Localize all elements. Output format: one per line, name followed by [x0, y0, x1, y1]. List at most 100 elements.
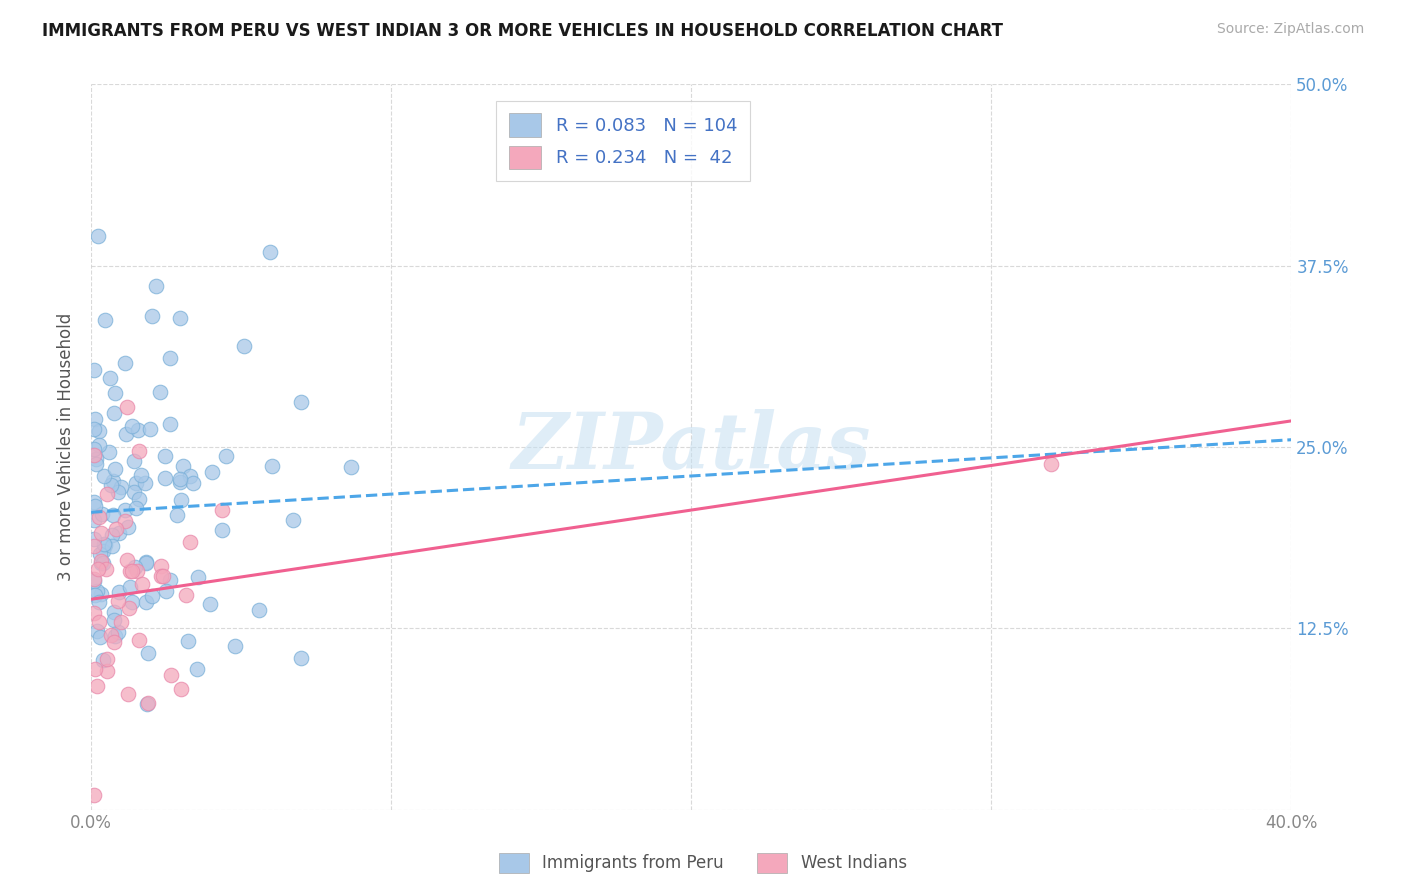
Point: [101, 539, 124, 553]
Point: [136, 697, 159, 711]
Point: [145, 279, 167, 293]
Point: [93, 469, 115, 483]
Point: [94, 538, 117, 552]
Point: [96, 487, 118, 501]
Point: [84, 499, 107, 513]
Point: [259, 244, 281, 259]
Point: [186, 662, 208, 676]
Point: [101, 528, 124, 542]
Text: Source: ZipAtlas.com: Source: ZipAtlas.com: [1216, 22, 1364, 37]
Point: [179, 469, 201, 483]
Point: [139, 422, 162, 436]
Point: [87, 562, 110, 576]
Point: [124, 501, 146, 516]
Point: [104, 386, 127, 401]
Point: [200, 597, 222, 611]
Point: [91, 508, 114, 522]
Text: IMMIGRANTS FROM PERU VS WEST INDIAN 3 OR MORE VEHICLES IN HOUSEHOLD CORRELATION : IMMIGRANTS FROM PERU VS WEST INDIAN 3 OR…: [42, 22, 1002, 40]
Point: [169, 475, 191, 489]
Point: [340, 460, 363, 475]
Point: [84, 457, 107, 471]
Point: [152, 568, 174, 582]
Point: [93, 313, 115, 327]
Point: [93, 537, 115, 551]
Point: [86, 584, 108, 599]
Point: [233, 339, 256, 353]
Point: [103, 406, 125, 420]
Point: [127, 423, 149, 437]
Point: [117, 687, 139, 701]
Point: [93, 556, 115, 570]
Point: [84, 452, 107, 467]
Legend: Immigrants from Peru, West Indians: Immigrants from Peru, West Indians: [492, 847, 914, 880]
Point: [87, 615, 110, 630]
Point: [83, 574, 105, 588]
Point: [166, 508, 188, 522]
Point: [115, 426, 138, 441]
Point: [91, 544, 114, 558]
Point: [108, 525, 131, 540]
Point: [1040, 458, 1063, 472]
Point: [150, 569, 173, 583]
Point: [103, 605, 125, 619]
Point: [83, 412, 105, 426]
Point: [118, 564, 141, 578]
Point: [122, 454, 145, 468]
Point: [87, 438, 110, 452]
Point: [103, 613, 125, 627]
Point: [101, 474, 124, 488]
Point: [128, 444, 150, 458]
Point: [290, 650, 312, 665]
Point: [181, 475, 204, 490]
Point: [290, 394, 312, 409]
Point: [104, 629, 127, 643]
Point: [169, 310, 191, 325]
Point: [136, 646, 159, 660]
Point: [215, 450, 238, 464]
Point: [104, 462, 127, 476]
Point: [83, 532, 105, 546]
Point: [110, 615, 132, 629]
Point: [128, 633, 150, 648]
Point: [134, 475, 156, 490]
Point: [131, 577, 153, 591]
Point: [169, 472, 191, 486]
Point: [135, 555, 157, 569]
Point: [83, 495, 105, 509]
Point: [224, 639, 246, 653]
Point: [283, 513, 305, 527]
Point: [101, 508, 124, 522]
Point: [90, 554, 112, 568]
Point: [83, 448, 105, 462]
Point: [117, 519, 139, 533]
Y-axis label: 3 or more Vehicles in Household: 3 or more Vehicles in Household: [58, 313, 75, 581]
Point: [149, 558, 172, 573]
Point: [135, 556, 157, 570]
Point: [211, 523, 233, 537]
Point: [83, 607, 105, 621]
Point: [136, 696, 159, 710]
Point: [129, 467, 152, 482]
Point: [159, 573, 181, 587]
Point: [141, 309, 163, 323]
Point: [128, 492, 150, 507]
Point: [90, 556, 112, 570]
Point: [114, 356, 136, 370]
Point: [121, 564, 143, 578]
Point: [153, 449, 176, 463]
Point: [110, 480, 132, 494]
Point: [153, 471, 176, 485]
Point: [83, 422, 105, 436]
Point: [177, 633, 200, 648]
Point: [89, 630, 111, 644]
Point: [118, 580, 141, 594]
Point: [174, 588, 197, 602]
Point: [90, 587, 112, 601]
Legend: R = 0.083   N = 104, R = 0.234   N =  42: R = 0.083 N = 104, R = 0.234 N = 42: [496, 101, 749, 181]
Point: [87, 228, 110, 243]
Point: [141, 589, 163, 603]
Point: [91, 653, 114, 667]
Point: [114, 514, 136, 528]
Point: [114, 502, 136, 516]
Point: [115, 400, 138, 414]
